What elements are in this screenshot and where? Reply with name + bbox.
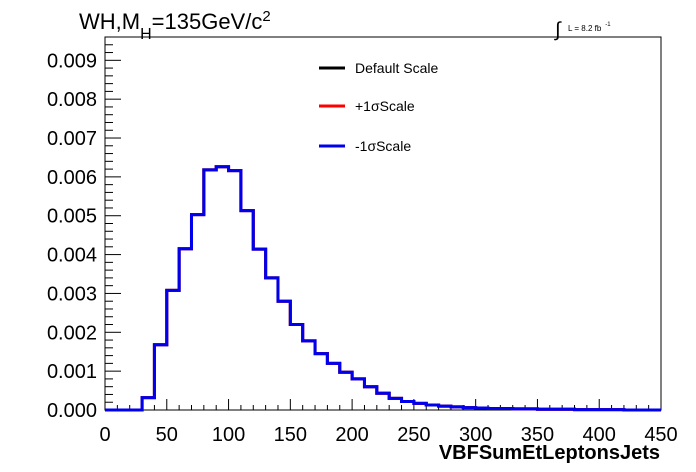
chart-title-superscript: 2 — [262, 8, 270, 25]
y-tick-label: 0.001 — [47, 361, 97, 383]
legend: Default Scale +1σScale -1σScale — [319, 60, 438, 154]
x-tick-label: 100 — [212, 424, 245, 446]
y-tick-label: 0.005 — [47, 206, 97, 228]
legend-label-1: +1σScale — [355, 98, 415, 114]
x-tick-label: 50 — [156, 424, 178, 446]
plot-frame — [104, 36, 662, 411]
x-tick-label: 250 — [397, 424, 430, 446]
lumi-integral: ∫ — [554, 19, 562, 41]
series-line-1 — [105, 165, 661, 412]
x-tick-label: 0 — [99, 424, 110, 446]
series-line-0 — [105, 165, 661, 412]
x-tick-label: 450 — [644, 424, 677, 446]
y-tick-label: 0.000 — [47, 400, 97, 422]
y-tick-label: 0.003 — [47, 283, 97, 305]
x-tick-label: 200 — [335, 424, 368, 446]
x-tick-label: 300 — [459, 424, 492, 446]
y-tick-label: 0.002 — [47, 322, 97, 344]
chart-title: WH,MH=135GeV/c2 — [79, 8, 271, 43]
chart-title-subscript: H — [140, 26, 152, 43]
lumi-label: L = 8.2 fb -1 — [568, 22, 611, 33]
y-tick-label: 0.004 — [47, 245, 97, 267]
y-tick-label: 0.007 — [47, 128, 97, 150]
y-tick-label: 0.006 — [47, 167, 97, 189]
series-group — [105, 165, 661, 412]
x-tick-label: 350 — [521, 424, 554, 446]
y-tick-label: 0.009 — [47, 50, 97, 72]
legend-label-0: Default Scale — [355, 60, 438, 76]
x-tick-label: 150 — [274, 424, 307, 446]
legend-label-2: -1σScale — [355, 138, 411, 154]
y-tick-label: 0.008 — [47, 89, 97, 111]
axes: 0 50 100 150 200 250 300 350 400 450 0.000 0.001 0.0… — [47, 36, 678, 446]
series-line-2 — [105, 165, 661, 412]
x-tick-label: 400 — [583, 424, 616, 446]
x-axis-label: VBFSumEtLeptonsJets — [439, 442, 660, 464]
